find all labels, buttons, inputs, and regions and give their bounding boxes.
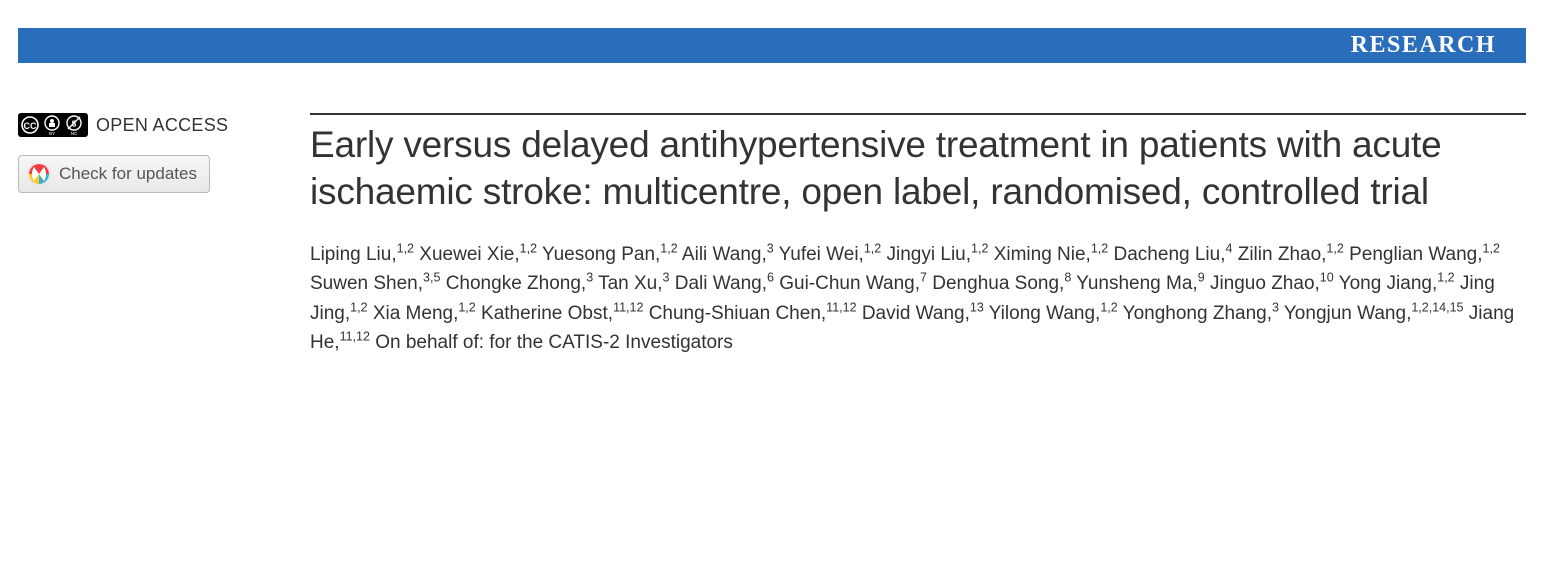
author: Aili Wang, [682, 244, 767, 265]
author: Katherine Obst, [481, 303, 613, 324]
author: Suwen Shen, [310, 273, 423, 294]
author: Yunsheng Ma, [1076, 273, 1197, 294]
author: Chung-Shiuan Chen, [649, 303, 826, 324]
author-affil: 10 [1320, 271, 1334, 285]
author-affil: 1,2 [971, 241, 988, 255]
author-affil: 6 [767, 271, 774, 285]
section-banner: RESEARCH [18, 28, 1526, 63]
author-affil: 3,5 [423, 271, 440, 285]
author: Zilin Zhao, [1238, 244, 1327, 265]
author: Tan Xu, [598, 273, 662, 294]
author: David Wang, [862, 303, 970, 324]
author-affil: 1,2 [864, 241, 881, 255]
author: Liping Liu, [310, 244, 397, 265]
svg-text:CC: CC [24, 121, 37, 131]
author: Yonghong Zhang, [1123, 303, 1272, 324]
author: Jingyi Liu, [887, 244, 972, 265]
check-updates-button[interactable]: Check for updates [18, 155, 210, 193]
author-affil: 1,2 [397, 241, 414, 255]
author-affil: 1,2 [1326, 241, 1343, 255]
author-affil: 3 [586, 271, 593, 285]
content-row: CC BY $ NC OPEN ACCESS Ch [0, 113, 1546, 357]
author: Ximing Nie, [994, 244, 1091, 265]
banner-label: RESEARCH [1351, 32, 1496, 58]
author: Yilong Wang, [989, 303, 1101, 324]
sidebar: CC BY $ NC OPEN ACCESS Ch [18, 113, 290, 357]
author-affil: 3 [767, 241, 774, 255]
author: Yongjun Wang, [1284, 303, 1411, 324]
author-affil: 3 [1272, 300, 1279, 314]
author: Penglian Wang, [1349, 244, 1482, 265]
author-affil: 1,2 [1091, 241, 1108, 255]
author-affil: 11,12 [340, 330, 370, 344]
authors-suffix: On behalf of: for the CATIS-2 Investigat… [375, 332, 733, 353]
author-affil: 1,2 [1100, 300, 1117, 314]
author-affil: 13 [970, 300, 984, 314]
open-access-badge: CC BY $ NC OPEN ACCESS [18, 113, 290, 137]
author-affil: 1,2 [350, 300, 367, 314]
author: Jinguo Zhao, [1210, 273, 1320, 294]
author-affil: 1,2,14,15 [1411, 300, 1463, 314]
author: Xuewei Xie, [419, 244, 519, 265]
crossmark-icon [27, 162, 51, 186]
author-affil: 11,12 [613, 300, 643, 314]
author-affil: 1,2 [1483, 241, 1500, 255]
author-affil: 11,12 [826, 300, 856, 314]
author-affil: 1,2 [520, 241, 537, 255]
check-updates-label: Check for updates [59, 164, 197, 184]
svg-text:NC: NC [71, 131, 78, 136]
svg-text:BY: BY [49, 131, 55, 136]
author-list: Liping Liu,1,2 Xuewei Xie,1,2 Yuesong Pa… [310, 240, 1526, 358]
open-access-label: OPEN ACCESS [96, 115, 228, 136]
author: Dali Wang, [675, 273, 767, 294]
author: Denghua Song, [932, 273, 1064, 294]
main: Early versus delayed antihypertensive tr… [290, 113, 1526, 357]
author-affil: 1,2 [660, 241, 677, 255]
title-rule [310, 113, 1526, 115]
author-affil: 9 [1198, 271, 1205, 285]
author-affil: 4 [1225, 241, 1232, 255]
author: Yufei Wei, [779, 244, 864, 265]
cc-by-nc-icon: CC BY $ NC [18, 113, 88, 137]
author-affil: 1,2 [1437, 271, 1454, 285]
author-affil: 3 [663, 271, 670, 285]
author-affil: 8 [1064, 271, 1071, 285]
author: Yong Jiang, [1339, 273, 1438, 294]
author-affil: 7 [920, 271, 927, 285]
author-affil: 1,2 [458, 300, 475, 314]
author: Gui-Chun Wang, [779, 273, 920, 294]
author: Xia Meng, [373, 303, 459, 324]
author: Yuesong Pan, [542, 244, 660, 265]
author: Dacheng Liu, [1114, 244, 1226, 265]
author: Chongke Zhong, [446, 273, 587, 294]
article-title: Early versus delayed antihypertensive tr… [310, 121, 1526, 216]
